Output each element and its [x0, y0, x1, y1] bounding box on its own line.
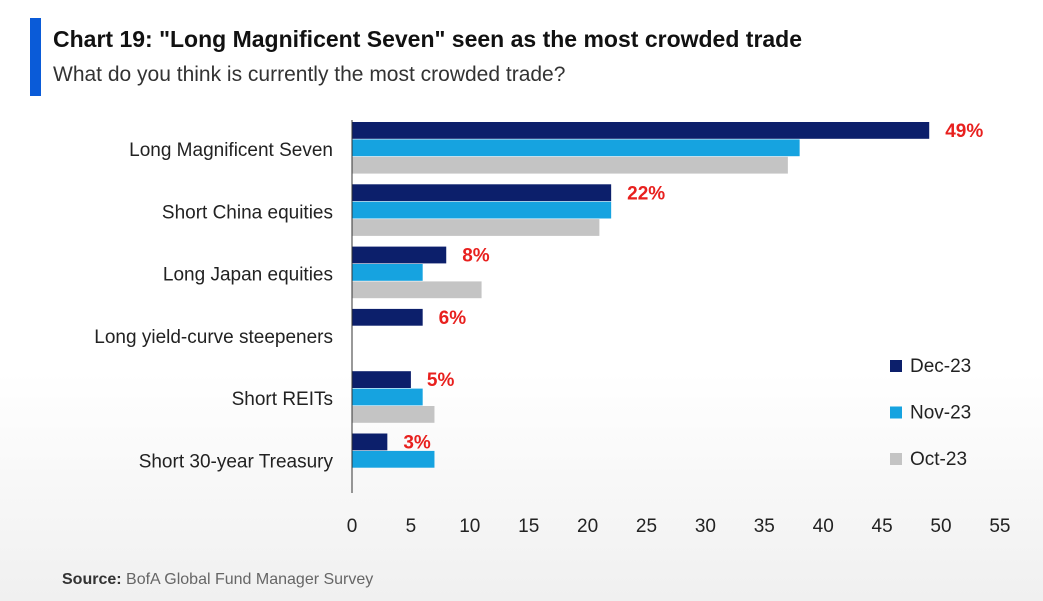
category-label: Long Japan equities	[163, 265, 333, 286]
bar-nov-23-0	[352, 139, 800, 157]
source-note: Source: BofA Global Fund Manager Survey	[62, 571, 373, 589]
category-label: Short China equities	[162, 202, 333, 223]
bar-dec-23-1	[352, 184, 612, 202]
value-label: 49%	[945, 121, 983, 142]
bar-oct-23-0	[352, 156, 788, 174]
bar-dec-23-3	[352, 308, 423, 326]
x-tick-label: 20	[577, 516, 598, 537]
source-text: BofA Global Fund Manager Survey	[126, 571, 374, 588]
legend-label: Oct-23	[910, 449, 967, 470]
title-accent-bar	[30, 18, 41, 96]
bar-oct-23-1	[352, 219, 600, 236]
legend-swatch-oct-23	[890, 453, 902, 465]
bar-nov-23-2	[352, 264, 423, 281]
legend-swatch-nov-23	[890, 406, 902, 419]
chart-subtitle: What do you think is currently the most …	[53, 63, 566, 86]
x-tick-label: 0	[347, 516, 358, 537]
x-tick-label: 45	[872, 516, 893, 537]
bar-nov-23-1	[352, 201, 612, 219]
category-label: Long Magnificent Seven	[129, 140, 333, 161]
value-label: 22%	[627, 183, 665, 204]
bar-dec-23-0	[352, 122, 930, 139]
x-tick-label: 30	[695, 516, 716, 537]
value-label: 5%	[427, 370, 455, 391]
value-label: 6%	[439, 308, 467, 329]
bar-dec-23-5	[352, 433, 388, 451]
legend-label: Dec-23	[910, 356, 971, 377]
x-tick-label: 10	[459, 516, 480, 537]
legend-label: Nov-23	[910, 403, 971, 424]
x-tick-label: 5	[406, 516, 417, 537]
bar-dec-23-2	[352, 246, 447, 264]
chart-title: Chart 19: "Long Magnificent Seven" seen …	[53, 26, 803, 52]
x-tick-label: 15	[518, 516, 539, 537]
legend-swatch-dec-23	[890, 360, 902, 372]
category-label: Short 30-year Treasury	[139, 452, 334, 473]
value-label: 3%	[403, 433, 431, 454]
x-tick-label: 25	[636, 516, 657, 537]
x-tick-label: 40	[813, 516, 834, 537]
x-tick-label: 35	[754, 516, 775, 537]
source-label: Source:	[62, 571, 122, 588]
x-tick-label: 50	[930, 516, 951, 537]
bar-nov-23-5	[352, 450, 435, 468]
bar-oct-23-2	[352, 281, 482, 299]
bar-nov-23-4	[352, 388, 423, 406]
bar-dec-23-4	[352, 371, 411, 388]
bar-oct-23-4	[352, 406, 435, 423]
x-tick-label: 55	[989, 516, 1010, 537]
value-label: 8%	[462, 246, 490, 267]
category-label: Short REITs	[232, 389, 333, 410]
category-label: Long yield-curve steepeners	[94, 327, 333, 348]
